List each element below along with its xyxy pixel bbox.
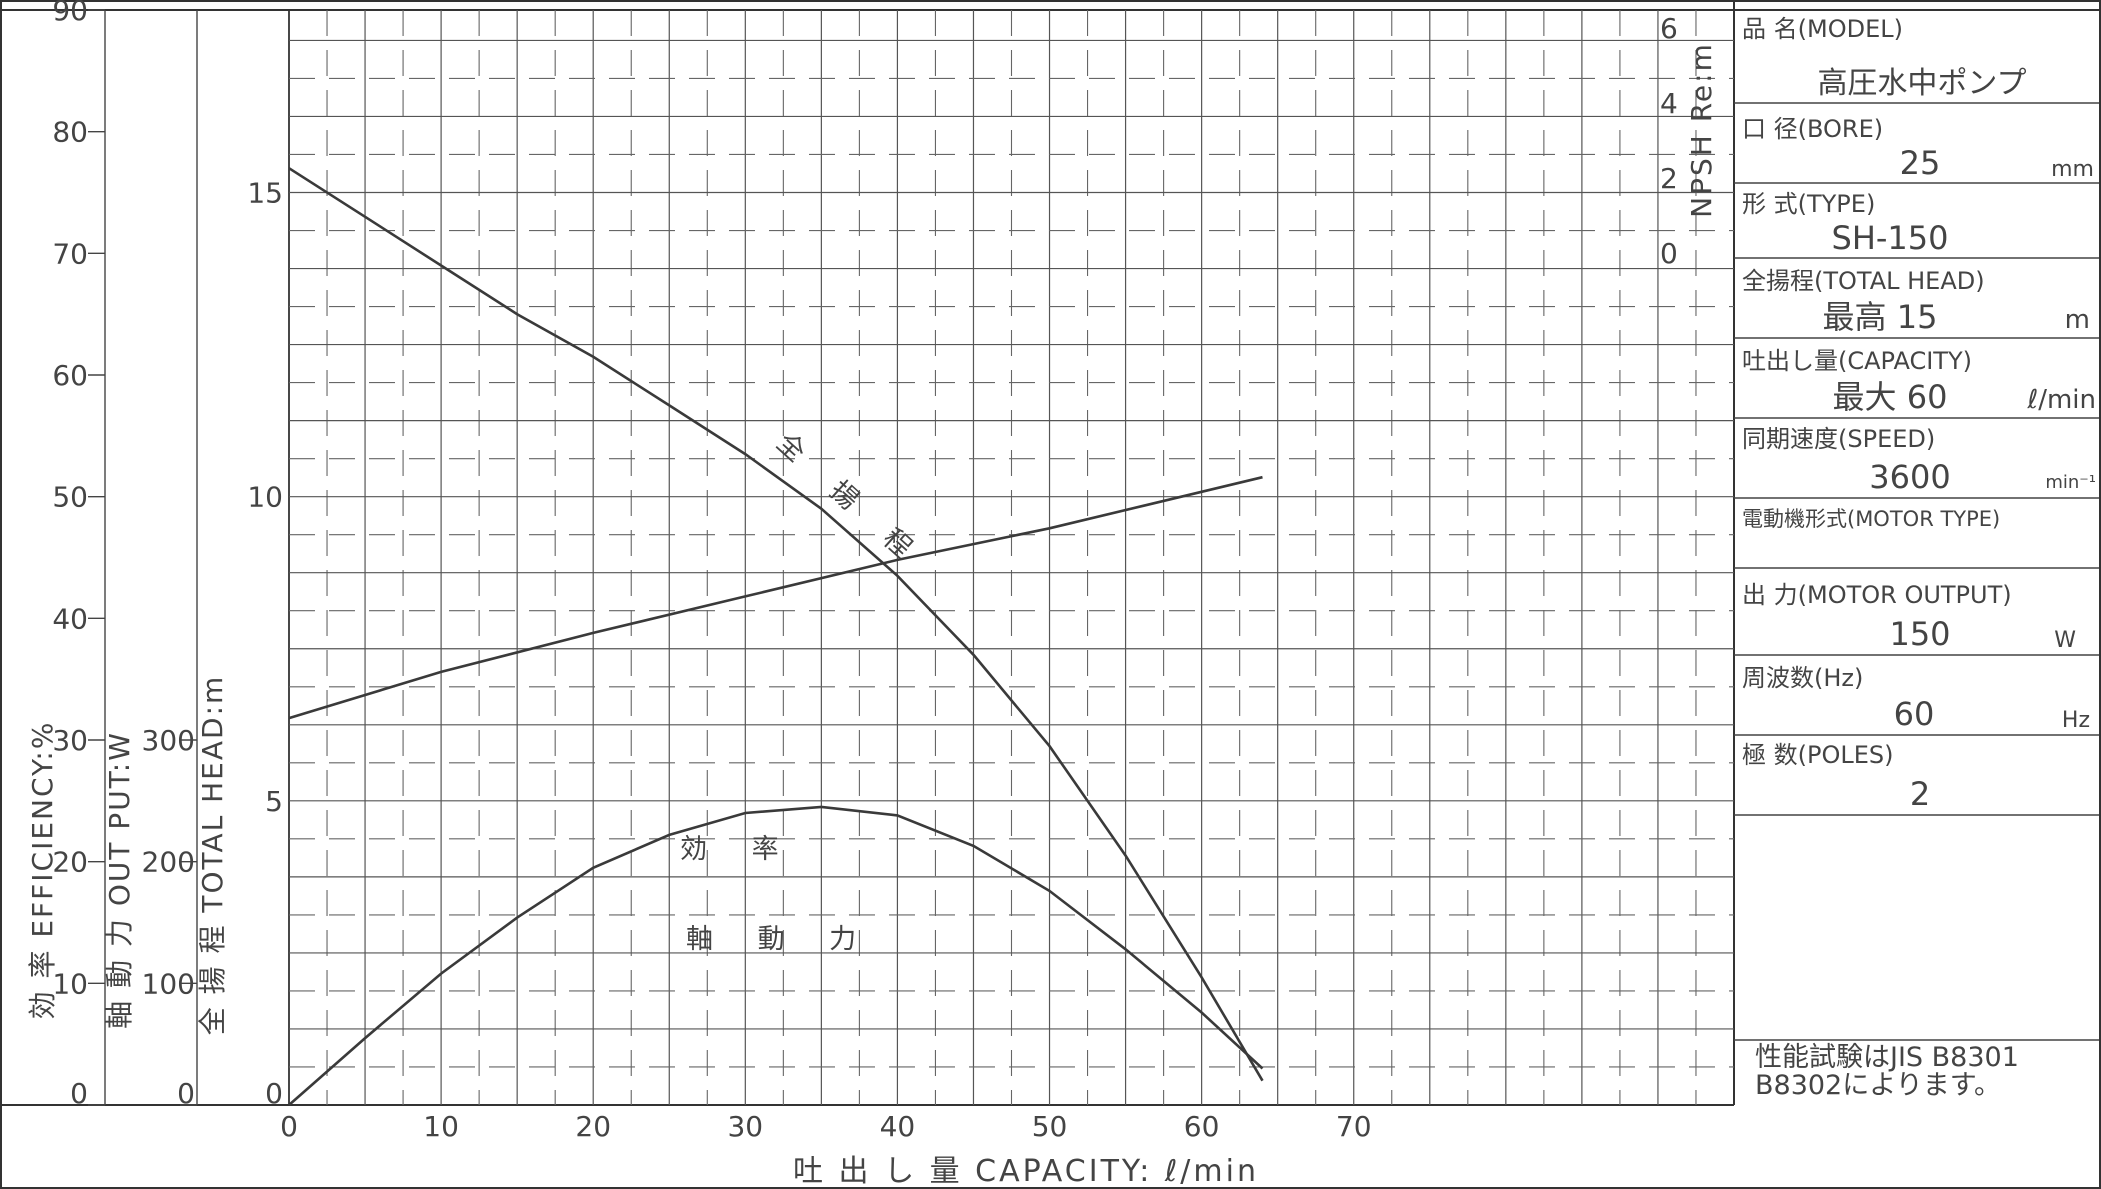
head-tick-labels: 0 5 10 15 [247,177,283,1111]
efficiency-tick-label: 40 [52,602,88,635]
x-tick-label: 10 [423,1110,459,1143]
motor-type-label: 電動機形式(MOTOR TYPE) [1742,507,2000,531]
efficiency-tick-label: 20 [52,846,88,879]
x-tick-label: 0 [280,1110,298,1143]
total-head-curve [288,167,1264,1082]
npsh-tick-labels: 0 2 4 6 [1660,12,1678,270]
efficiency-tick-label: 80 [52,116,88,149]
speed-unit: min⁻¹ [2045,472,2096,493]
motor-output-unit: W [2054,628,2076,653]
efficiency-tick-label: 10 [52,967,88,1000]
bore-label: 口 径(BORE) [1742,115,1883,143]
head-tick-label: 15 [247,177,283,210]
head-value: 最高 15 [1823,298,1938,336]
efficiency-tick-label: 30 [52,724,88,757]
type-value: SH-150 [1832,219,1949,257]
frequency-label: 周波数(Hz) [1742,664,1863,692]
frequency-value: 60 [1894,695,1935,733]
head-tick-label: 5 [265,785,283,818]
efficiency-tick-labels: 0 10 20 30 40 50 60 70 80 90 [52,0,105,1110]
capacity-label: 吐出し量(CAPACITY) [1742,347,1972,375]
head-tick-label: 0 [265,1077,283,1110]
npsh-tick-label: 2 [1660,162,1678,195]
head-unit: m [2065,305,2090,335]
npsh-tick-label: 6 [1660,12,1678,45]
speed-label: 同期速度(SPEED) [1742,425,1935,453]
x-tick-label: 70 [1336,1110,1372,1143]
output-tick-label: 300 [142,724,195,757]
output-tick-label: 200 [142,846,195,879]
capacity-unit: ℓ/min [2026,385,2096,415]
capacity-value: 最大 60 [1833,378,1948,416]
output-tick-labels: 0 100 200 300 [142,724,197,1110]
x-tick-label: 40 [880,1110,916,1143]
grid [289,10,1734,1105]
motor-output-label: 出 力(MOTOR OUTPUT) [1742,581,2012,609]
efficiency-tick-label: 60 [52,359,88,392]
model-value: 高圧水中ポンプ [1817,66,2026,101]
efficiency-tick-label: 90 [52,0,88,27]
output-tick-label: 0 [177,1077,195,1110]
output-tick-label: 100 [142,967,195,1000]
npsh-axis-label: NPSH Re:m [1685,42,1718,218]
output-curve-label: 軸 動 力 [686,924,874,955]
poles-label: 極 数(POLES) [1742,741,1894,769]
test-note-line-1: 性能試験はJIS B8301 [1755,1042,2019,1073]
head-label: 全揚程(TOTAL HEAD) [1742,267,1985,295]
speed-value: 3600 [1869,458,1950,496]
efficiency-axis-label: 効 率 EFFICIENCY:% [26,721,59,1020]
npsh-tick-label: 0 [1660,237,1678,270]
x-tick-label: 50 [1032,1110,1068,1143]
npsh-tick-label: 4 [1660,87,1678,120]
x-tick-label: 60 [1184,1110,1220,1143]
bore-value: 25 [1900,144,1941,182]
frequency-unit: Hz [2062,708,2090,733]
poles-value: 2 [1910,775,1930,813]
x-tick-label: 30 [727,1110,763,1143]
efficiency-curve-label: 効 率 [680,834,797,865]
efficiency-tick-label: 50 [52,481,88,514]
model-label: 品 名(MODEL) [1742,15,1903,43]
efficiency-tick-label: 0 [70,1077,88,1110]
head-curve-label: 全 揚 程 [770,427,931,576]
output-axis-label: 軸 動 力 OUT PUT:W [103,731,136,1029]
x-tick-label: 20 [575,1110,611,1143]
head-tick-label: 10 [247,481,283,514]
output-curve [288,475,1263,720]
type-label: 形 式(TYPE) [1742,190,1875,218]
x-tick-labels: 0 10 20 30 40 50 60 70 [280,1110,1371,1143]
x-axis-label: 吐 出 し 量 CAPACITY: ℓ/min [793,1154,1259,1189]
test-note-line-2: B8302によります。 [1755,1070,2001,1101]
bore-unit: mm [2051,157,2094,182]
motor-output-value: 150 [1889,615,1950,653]
efficiency-curve [288,805,1264,1106]
head-axis-label: 全 揚 程 TOTAL HEAD:m [196,675,229,1036]
efficiency-tick-label: 70 [52,237,88,270]
spec-panel: 品 名(MODEL) 高圧水中ポンプ 口 径(BORE) 25 mm 形 式(T… [1734,15,2099,1101]
